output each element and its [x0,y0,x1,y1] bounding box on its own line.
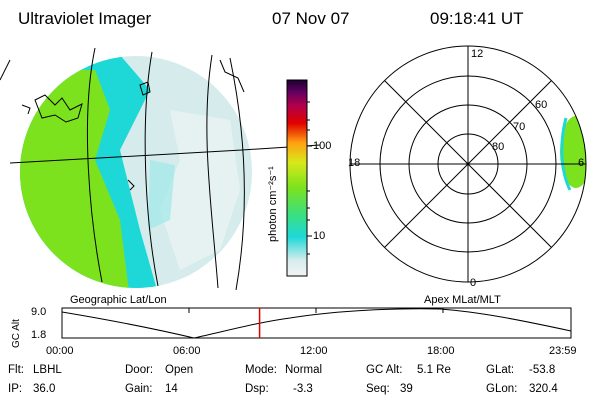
glon-value: 320.4 [529,383,558,395]
mlat-label-80: 80 [492,141,505,153]
altitude-ylabel: GC Alt [11,319,22,348]
mlt-label-12: 12 [471,48,484,60]
altitude-xlabel-3: 18:00 [427,345,455,357]
dsp-value: -3.3 [293,383,313,395]
mlat-label-70: 70 [513,121,526,133]
dsp-label: Dsp: [245,383,269,395]
altitude-ticks [61,308,572,313]
mlt-label-18: 18 [348,157,361,169]
door-value: Open [165,364,194,376]
coastlines [0,59,245,191]
flt-value: LBHL [33,364,62,376]
mlat-label-60: 60 [535,99,548,111]
gain-value: 14 [165,383,178,395]
gcalt-label: GC Alt: [366,364,403,376]
seq-label: Seq: [366,383,390,395]
image-date: 07 Nov 07 [272,9,350,28]
colorbar-tick-10: 10 [313,230,326,242]
altitude-ymax-label: 9.0 [31,306,47,318]
flt-label: Flt: [8,364,24,376]
altitude-curve [61,308,572,339]
polar-panel-label: Apex MLat/MLT [424,294,501,306]
mode-value: Normal [285,364,323,376]
ip-label: IP: [8,383,23,395]
altitude-xlabel-4: 23:59 [549,345,577,357]
door-label: Door: [125,364,154,376]
mlt-label-6: 6 [578,157,585,169]
glat-value: -53.8 [529,364,556,376]
gcalt-value: 5.1 Re [417,364,451,376]
instrument-title: Ultraviolet Imager [18,9,152,28]
mode-label: Mode: [245,364,277,376]
image-panel-label: Geographic Lat/Lon [70,294,167,306]
gain-label: Gain: [125,383,153,395]
altitude-xlabel-2: 12:00 [300,345,328,357]
colorbar-tick-100: 100 [313,140,332,152]
seq-value: 39 [400,383,413,395]
altitude-xlabel-1: 06:00 [173,345,201,357]
uv-disk-image [20,56,252,288]
glat-label: GLat: [486,364,515,376]
polar-grid [349,45,587,283]
mlt-label-0: 0 [470,277,477,289]
ip-value: 36.0 [33,383,56,395]
altitude-ymin-label: 1.8 [31,329,47,341]
image-time: 09:18:41 UT [430,9,524,28]
glon-label: GLon: [486,383,518,395]
altitude-xlabel-0: 00:00 [46,345,74,357]
